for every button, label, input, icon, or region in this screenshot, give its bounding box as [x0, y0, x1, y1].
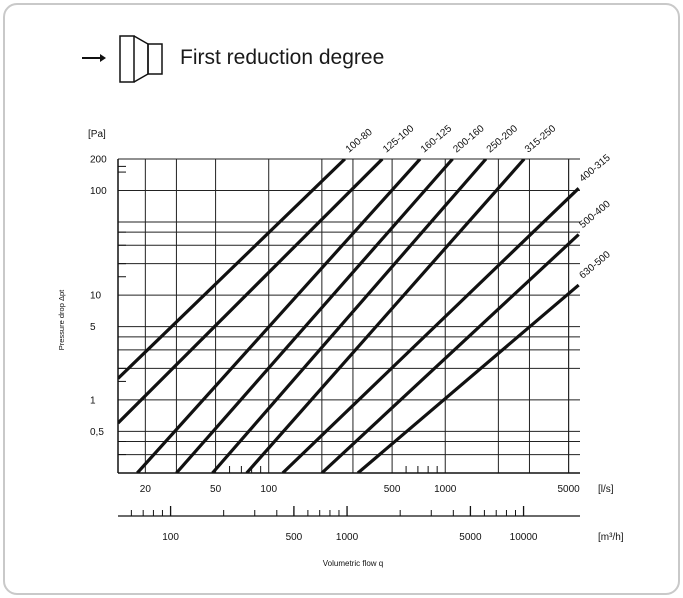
chart-card — [3, 3, 680, 595]
x-tick-label: 500 — [384, 484, 401, 495]
series-line-200-160 — [175, 159, 454, 473]
reducer-fitting-icon — [119, 35, 163, 83]
series-label: 250-200 — [485, 123, 521, 155]
series-label: 630-500 — [578, 249, 614, 281]
x2-tick-label: 1000 — [336, 532, 359, 543]
series-line-125-100 — [118, 159, 384, 425]
series-line-100-80 — [118, 159, 346, 380]
x-tick-label: 20 — [140, 484, 152, 495]
series-label: 125-100 — [381, 123, 417, 155]
series-line-400-315 — [281, 187, 580, 473]
series-label: 315-250 — [523, 123, 559, 155]
chart-series — [118, 159, 580, 473]
y-axis-title: Pressure drop Δpt — [57, 289, 66, 350]
series-line-500-400 — [320, 233, 580, 473]
series-line-160-125 — [136, 159, 422, 473]
series-line-250-200 — [211, 159, 488, 473]
x-tick-label: 100 — [260, 484, 277, 495]
series-label: 100-80 — [344, 127, 375, 156]
series-label: 400-315 — [578, 152, 614, 184]
y-tick-label: 10 — [90, 291, 102, 302]
series-label: 160-125 — [419, 123, 455, 155]
series-line-630-500 — [356, 283, 580, 473]
x-tick-label: 50 — [210, 484, 222, 495]
x2-tick-label: 100 — [162, 532, 179, 543]
x-axis-title: Volumetric flow q — [323, 559, 383, 568]
x2-unit-label: [m³/h] — [598, 532, 624, 543]
y-tick-label: 1 — [90, 395, 96, 406]
x-tick-label: 1000 — [434, 484, 457, 495]
x2-tick-label: 500 — [286, 532, 303, 543]
y-tick-label: 5 — [90, 322, 96, 333]
y-tick-label: 100 — [90, 186, 107, 197]
y-tick-label: 200 — [90, 155, 107, 166]
series-line-315-250 — [245, 159, 526, 473]
x-unit-label: [l/s] — [598, 484, 614, 495]
y-tick-label: 0,5 — [90, 427, 104, 438]
series-label: 500-400 — [578, 198, 614, 230]
x-tick-label: 5000 — [557, 484, 580, 495]
x2-tick-label: 10000 — [510, 532, 538, 543]
chart-title: First reduction degree — [180, 46, 385, 69]
y-unit-label: [Pa] — [88, 129, 106, 140]
series-label: 200-160 — [451, 123, 487, 155]
flow-direction-arrow-icon — [82, 54, 106, 62]
x2-tick-label: 5000 — [459, 532, 482, 543]
